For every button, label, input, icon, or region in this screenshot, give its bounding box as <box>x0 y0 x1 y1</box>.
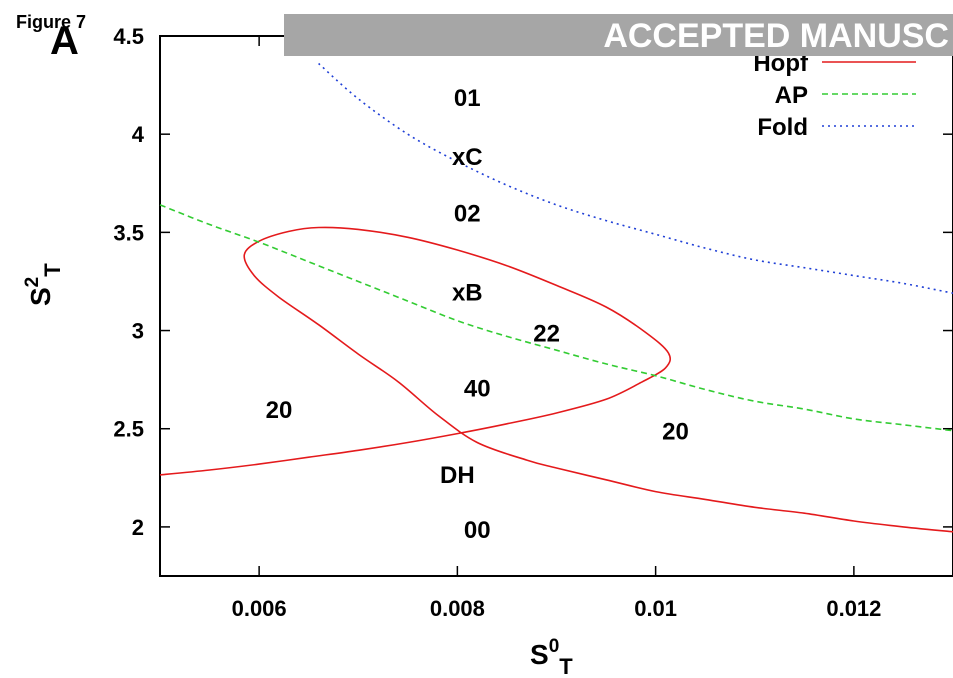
figure-label: Figure 7 <box>16 12 86 32</box>
y-axis-title-sub: T <box>40 263 65 277</box>
x-axis: 0.006 0.008 0.01 0.012 <box>232 36 881 621</box>
region-label: xB <box>452 279 483 306</box>
y-tick-label: 4.5 <box>113 24 144 49</box>
region-label: 20 <box>266 397 293 424</box>
x-axis-title-sub: T <box>559 654 573 678</box>
y-axis-title-sup: 2 <box>22 277 43 288</box>
x-tick-label: 0.01 <box>634 596 677 621</box>
x-tick-label: 0.006 <box>232 596 287 621</box>
y-axis-title: S2T <box>22 263 65 306</box>
ap-curve <box>159 204 953 432</box>
x-axis-title: S0T <box>530 636 573 678</box>
region-label: 40 <box>464 375 491 402</box>
y-axis-title-base: S <box>25 287 56 306</box>
region-label: 20 <box>662 419 689 446</box>
region-label: DH <box>440 462 475 489</box>
hopf-curve <box>159 226 953 533</box>
region-label: 01 <box>454 85 481 112</box>
accepted-banner <box>284 14 953 56</box>
legend-label-fold: Fold <box>757 114 808 141</box>
y-tick-label: 2 <box>132 515 144 540</box>
region-labels: 01 xC 02 xB 22 40 20 20 DH 00 <box>266 85 689 544</box>
plot-curves <box>159 62 953 533</box>
x-tick-label: 0.008 <box>430 596 485 621</box>
plot-frame <box>159 35 953 577</box>
region-label: 00 <box>464 517 491 544</box>
fold-curve <box>318 62 953 294</box>
panel-label: A <box>50 19 79 63</box>
x-tick-label: 0.012 <box>826 596 881 621</box>
y-axis: 2 2.5 3 3.5 4 4.5 <box>113 24 953 540</box>
y-tick-label: 3 <box>132 319 144 344</box>
banner-text: ACCEPTED MANUSC <box>603 17 949 55</box>
y-tick-label: 2.5 <box>113 417 144 442</box>
x-axis-title-sup: 0 <box>549 636 560 657</box>
region-label: xC <box>452 144 483 171</box>
legend-label-ap: AP <box>775 82 808 109</box>
y-tick-label: 3.5 <box>113 220 144 245</box>
x-axis-title-base: S <box>530 639 549 670</box>
region-label: 02 <box>454 201 481 228</box>
region-label: 22 <box>533 321 560 348</box>
y-tick-label: 4 <box>132 122 145 147</box>
